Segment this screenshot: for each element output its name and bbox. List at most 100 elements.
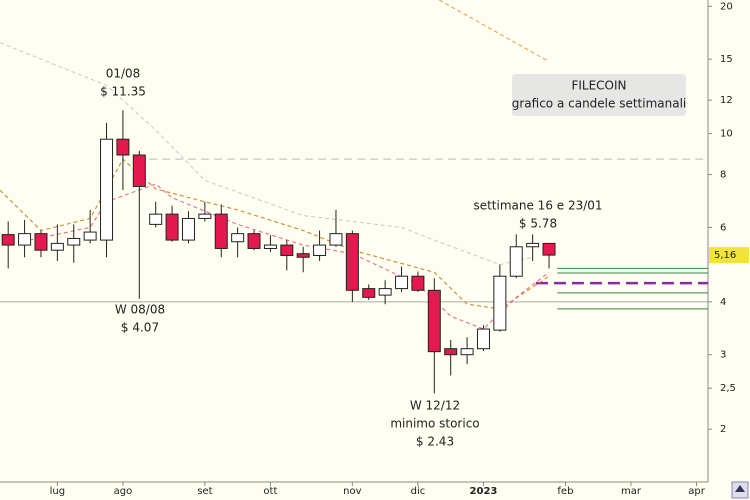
candle-body bbox=[132, 154, 146, 187]
candle bbox=[100, 122, 114, 258]
annotation: $ 11.35 bbox=[100, 85, 146, 99]
chart-subtitle: grafico a candele settimanali bbox=[512, 97, 687, 111]
corner-icon[interactable] bbox=[731, 481, 749, 499]
y-tick-label: 20 bbox=[720, 1, 733, 12]
candle bbox=[345, 230, 359, 302]
x-tick-label: 2023 bbox=[470, 486, 498, 497]
candle bbox=[280, 240, 294, 271]
candle bbox=[83, 209, 97, 244]
y-tick-label: 12 bbox=[720, 95, 733, 106]
candle-body bbox=[395, 275, 409, 290]
candle bbox=[509, 234, 523, 279]
y-tick-label: 3 bbox=[720, 350, 726, 361]
candle bbox=[411, 271, 425, 293]
candle bbox=[50, 224, 64, 261]
x-tick-label: mar bbox=[621, 486, 642, 497]
x-tick-label: apr bbox=[688, 486, 705, 497]
candle-body bbox=[460, 348, 474, 356]
x-tick-label: feb bbox=[557, 486, 573, 497]
candle bbox=[313, 230, 327, 261]
chart-title: FILECOIN bbox=[571, 79, 626, 93]
candle bbox=[395, 266, 409, 293]
candle bbox=[329, 209, 343, 247]
candle bbox=[67, 224, 81, 263]
candle bbox=[231, 227, 245, 258]
candle-body bbox=[18, 233, 32, 246]
candle-body bbox=[214, 213, 228, 249]
y-tick-label: 10 bbox=[720, 129, 733, 140]
candle-body bbox=[526, 242, 540, 248]
candle bbox=[427, 278, 441, 394]
x-tick-label: lug bbox=[50, 486, 65, 497]
x-tick-label: nov bbox=[343, 486, 361, 497]
x-tick-label: set bbox=[197, 486, 212, 497]
candle-body bbox=[67, 237, 81, 246]
annotation: settimane 16 e 23/01 bbox=[473, 199, 602, 213]
moving-average bbox=[438, 0, 550, 63]
candle-body bbox=[263, 244, 277, 249]
candle bbox=[214, 204, 228, 258]
candle-body bbox=[542, 242, 556, 256]
candle-body bbox=[1, 234, 15, 246]
candle bbox=[493, 264, 507, 332]
candle-body bbox=[493, 275, 507, 331]
candle-body bbox=[362, 288, 376, 298]
y-tick-label: 2,5 bbox=[720, 383, 736, 394]
title-box bbox=[512, 74, 686, 116]
x-tick-label: ott bbox=[263, 486, 277, 497]
candle bbox=[542, 242, 556, 269]
candle bbox=[378, 280, 392, 305]
candle-body bbox=[247, 233, 261, 249]
x-tick-label: dic bbox=[411, 486, 426, 497]
candle-body bbox=[378, 288, 392, 296]
candle-body bbox=[444, 348, 458, 356]
candle bbox=[18, 219, 32, 258]
moving-average bbox=[0, 42, 533, 266]
last-price-label: 5,16 bbox=[714, 250, 736, 261]
candle-body bbox=[296, 253, 310, 258]
y-tick-label: 4 bbox=[720, 297, 726, 308]
corner-arrow bbox=[735, 485, 745, 492]
candle-body bbox=[34, 233, 48, 251]
candle bbox=[444, 340, 458, 376]
candle-body bbox=[116, 138, 130, 156]
candle-body bbox=[181, 217, 195, 241]
candle bbox=[165, 205, 179, 242]
annotation: W 12/12 bbox=[410, 399, 460, 413]
candle-body bbox=[427, 289, 441, 353]
candle-body bbox=[83, 231, 97, 241]
x-tick-label: ago bbox=[114, 486, 133, 497]
candle bbox=[34, 230, 48, 258]
candle-body bbox=[50, 242, 64, 251]
annotation: W 08/08 bbox=[115, 303, 165, 317]
last-price-box bbox=[709, 247, 749, 264]
candle bbox=[263, 235, 277, 252]
candle bbox=[247, 230, 261, 251]
candle bbox=[526, 234, 540, 261]
annotation: $ 2.43 bbox=[416, 435, 454, 449]
candle-body bbox=[411, 275, 425, 291]
y-tick-label: 15 bbox=[720, 54, 733, 65]
annotation: $ 5.78 bbox=[519, 217, 557, 231]
candle-body bbox=[198, 213, 212, 219]
y-tick-label: 8 bbox=[720, 170, 726, 181]
y-tick-label: 6 bbox=[720, 222, 726, 233]
candle bbox=[181, 211, 195, 244]
y-tick-label: 2 bbox=[720, 424, 726, 435]
candle bbox=[116, 110, 130, 191]
candle-body bbox=[100, 138, 114, 241]
candle-body bbox=[345, 233, 359, 291]
candle-body bbox=[329, 233, 343, 246]
candle-body bbox=[165, 213, 179, 241]
candle bbox=[198, 201, 212, 222]
candle-body bbox=[231, 233, 245, 243]
candle bbox=[149, 201, 163, 228]
candle bbox=[1, 221, 15, 269]
candle-body bbox=[313, 244, 327, 256]
annotation: 01/08 bbox=[106, 67, 141, 81]
candle-body bbox=[280, 244, 294, 256]
candle-body bbox=[509, 246, 523, 277]
candle bbox=[460, 337, 474, 365]
candle-body bbox=[476, 328, 490, 350]
